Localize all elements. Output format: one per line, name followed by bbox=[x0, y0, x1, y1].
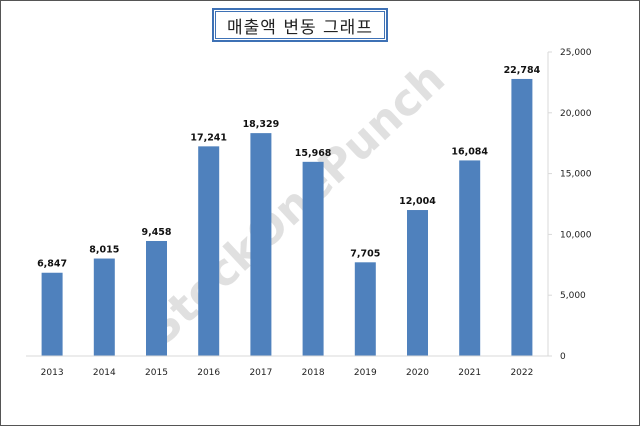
chart-title-box: 매출액 변동 그래프 bbox=[212, 8, 388, 42]
bar-2018 bbox=[302, 161, 324, 356]
x-tick-label-2014: 2014 bbox=[93, 368, 116, 378]
bar-2020 bbox=[407, 210, 428, 356]
bar-2019 bbox=[354, 262, 376, 356]
data-label-2016: 17,241 bbox=[190, 132, 227, 143]
data-label-2022: 22,784 bbox=[504, 65, 541, 76]
data-label-2020: 12,004 bbox=[399, 196, 436, 207]
chart-title: 매출액 변동 그래프 bbox=[227, 17, 373, 38]
x-axis-ticks: 2013 2014 2015 2016 2017 2018 2019 2020 2021 2022 bbox=[41, 368, 534, 378]
y-tick-label: 15,000 bbox=[560, 170, 592, 180]
data-labels-group: 6,847 8,015 9,458 17,241 18,329 15,968 7,705 12… bbox=[37, 65, 541, 270]
x-tick-label-2018: 2018 bbox=[302, 368, 325, 378]
data-label-2021: 16,084 bbox=[451, 146, 488, 157]
data-label-2015: 9,458 bbox=[141, 227, 171, 238]
bar-2014 bbox=[93, 258, 115, 356]
x-tick-label-2017: 2017 bbox=[249, 368, 272, 378]
x-tick-label-2013: 2013 bbox=[41, 368, 64, 378]
x-tick-label-2021: 2021 bbox=[458, 368, 481, 378]
data-label-2013: 6,847 bbox=[37, 259, 67, 270]
y-axis-ticks: 0 5,000 10,000 15,000 20,000 25,000 bbox=[548, 48, 592, 362]
y-tick-label: 20,000 bbox=[560, 109, 592, 119]
y-tick-label: 0 bbox=[560, 352, 566, 362]
bars-group bbox=[41, 78, 533, 356]
bar-2013 bbox=[41, 272, 63, 356]
bar-2016 bbox=[198, 146, 220, 356]
x-tick-label-2016: 2016 bbox=[197, 368, 220, 378]
bar-2015 bbox=[146, 240, 167, 356]
x-tick-label-2020: 2020 bbox=[406, 368, 429, 378]
bar-2021 bbox=[459, 160, 481, 356]
y-tick-label: 25,000 bbox=[560, 48, 592, 58]
x-tick-label-2022: 2022 bbox=[510, 368, 533, 378]
x-tick-label-2015: 2015 bbox=[145, 368, 168, 378]
data-label-2019: 7,705 bbox=[350, 248, 380, 259]
data-label-2014: 8,015 bbox=[89, 245, 119, 256]
data-label-2017: 18,329 bbox=[243, 119, 280, 130]
x-tick-label-2019: 2019 bbox=[354, 368, 377, 378]
y-tick-label: 5,000 bbox=[560, 291, 586, 301]
y-tick-label: 10,000 bbox=[560, 230, 592, 240]
bar-2017 bbox=[250, 133, 272, 356]
bar-2022 bbox=[511, 78, 533, 356]
data-label-2018: 15,968 bbox=[295, 148, 332, 159]
